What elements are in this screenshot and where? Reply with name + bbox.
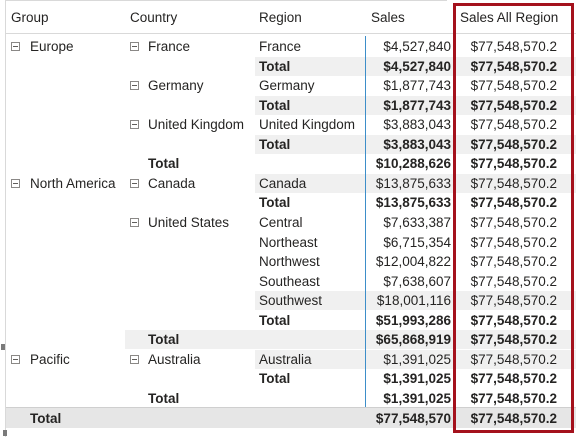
region-cell: Northwest <box>259 254 320 269</box>
sales-all-region-cell: $77,548,570.2 <box>470 313 557 328</box>
sales-all-region-cell: $77,548,570.2 <box>470 293 557 308</box>
visual-border-left <box>5 0 6 437</box>
sales-cell: $3,883,043 <box>383 117 451 132</box>
highlight-box-sales-all-region <box>453 3 574 433</box>
sales-cell: $65,868,919 <box>375 332 451 347</box>
region-cell: Southeast <box>259 274 320 289</box>
sales-all-region-cell: $77,548,570.2 <box>470 371 557 386</box>
sales-cell: $1,391,025 <box>383 371 451 386</box>
sales-all-region-cell: $77,548,570.2 <box>470 78 557 93</box>
header-region[interactable]: Region <box>259 10 302 25</box>
sales-cell: $1,877,743 <box>383 98 451 113</box>
group-north-america: North America <box>30 176 116 191</box>
collapse-uk-icon[interactable] <box>130 120 139 129</box>
sales-all-region-cell: $77,548,570.2 <box>470 39 557 54</box>
grand-total-sales: $77,548,570 <box>375 411 451 426</box>
sales-all-region-cell: $77,548,570.2 <box>470 98 557 113</box>
region-cell: France <box>259 39 302 54</box>
sales-cell: $7,638,607 <box>383 274 451 289</box>
visual-border-top <box>5 0 447 1</box>
row-band <box>125 330 576 349</box>
sales-all-region-cell: $77,548,570.2 <box>470 156 557 171</box>
region-total-cell: Total <box>259 59 291 74</box>
sales-cell: $10,288,626 <box>375 156 451 171</box>
collapse-us-icon[interactable] <box>130 218 139 227</box>
header-group[interactable]: Group <box>11 10 49 25</box>
sales-all-region-cell: $77,548,570.2 <box>470 195 557 210</box>
group-europe: Europe <box>30 39 74 54</box>
sales-all-region-cell: $77,548,570.2 <box>470 235 557 250</box>
row-band <box>255 350 576 369</box>
pacific-total-label: Total <box>148 391 180 406</box>
country-france: France <box>148 39 191 54</box>
collapse-europe-icon[interactable] <box>11 42 20 51</box>
row-band <box>255 135 576 154</box>
sales-all-region-cell: $77,548,570.2 <box>470 352 557 367</box>
region-total-cell: Total <box>259 195 291 210</box>
sales-all-region-cell: $77,548,570.2 <box>470 254 557 269</box>
group-pacific: Pacific <box>30 352 70 367</box>
collapse-france-icon[interactable] <box>130 42 139 51</box>
region-total-cell: Total <box>259 137 291 152</box>
resize-handle-left[interactable] <box>1 344 5 350</box>
sales-cell: $4,527,840 <box>383 39 451 54</box>
grand-total-row <box>6 408 576 428</box>
region-cell: Southwest <box>259 293 323 308</box>
country-uk: United Kingdom <box>148 117 245 132</box>
sales-all-region-cell: $77,548,570.2 <box>470 176 557 191</box>
sales-cell: $3,883,043 <box>383 137 451 152</box>
header-divider <box>6 33 576 34</box>
region-cell: Australia <box>259 352 312 367</box>
sales-all-region-cell: $77,548,570.2 <box>470 332 557 347</box>
region-total-cell: Total <box>259 371 291 386</box>
sales-cell: $13,875,633 <box>375 176 451 191</box>
sales-all-region-cell: $77,548,570.2 <box>470 215 557 230</box>
region-total-cell: Total <box>259 98 291 113</box>
sales-cell: $6,715,354 <box>383 235 451 250</box>
north-america-total-label: Total <box>148 332 180 347</box>
row-band <box>255 57 576 76</box>
row-band <box>255 96 576 115</box>
grand-total-divider <box>6 407 576 408</box>
grand-total-sales-all-region: $77,548,570.2 <box>470 411 557 426</box>
header-country[interactable]: Country <box>130 10 178 25</box>
header-sales[interactable]: Sales <box>371 10 405 25</box>
grand-total-label: Total <box>30 411 62 426</box>
collapse-canada-icon[interactable] <box>130 179 139 188</box>
collapse-north-america-icon[interactable] <box>11 179 20 188</box>
sales-cell: $1,391,025 <box>383 391 451 406</box>
europe-total-label: Total <box>148 156 180 171</box>
sales-cell: $1,391,025 <box>383 352 451 367</box>
sales-cell: $4,527,840 <box>383 59 451 74</box>
region-cell: United Kingdom <box>259 117 356 132</box>
region-cell: Canada <box>259 176 307 191</box>
region-cell: Central <box>259 215 303 230</box>
region-cell: Germany <box>259 78 315 93</box>
column-divider-sales <box>365 36 366 407</box>
sales-all-region-cell: $77,548,570.2 <box>470 59 557 74</box>
country-australia: Australia <box>148 352 201 367</box>
sales-cell: $7,633,387 <box>383 215 451 230</box>
region-total-cell: Total <box>259 313 291 328</box>
sales-cell: $1,877,743 <box>383 78 451 93</box>
country-germany: Germany <box>148 78 204 93</box>
header-sales-all-region[interactable]: Sales All Region <box>460 10 559 25</box>
sales-cell: $13,875,633 <box>375 195 451 210</box>
sales-all-region-cell: $77,548,570.2 <box>470 391 557 406</box>
country-us: United States <box>148 215 230 230</box>
collapse-australia-icon[interactable] <box>130 355 139 364</box>
sales-cell: $18,001,116 <box>376 293 451 308</box>
country-canada: Canada <box>148 176 196 191</box>
sales-all-region-cell: $77,548,570.2 <box>470 117 557 132</box>
collapse-pacific-icon[interactable] <box>11 355 20 364</box>
sales-all-region-cell: $77,548,570.2 <box>470 137 557 152</box>
row-band <box>255 174 576 193</box>
collapse-germany-icon[interactable] <box>130 81 139 90</box>
resize-handle-bottom-left[interactable] <box>3 430 7 436</box>
sales-cell: $12,004,822 <box>375 254 451 269</box>
row-band <box>255 291 576 310</box>
sales-cell: $51,993,286 <box>375 313 451 328</box>
sales-all-region-cell: $77,548,570.2 <box>470 274 557 289</box>
region-cell: Northeast <box>259 235 318 250</box>
